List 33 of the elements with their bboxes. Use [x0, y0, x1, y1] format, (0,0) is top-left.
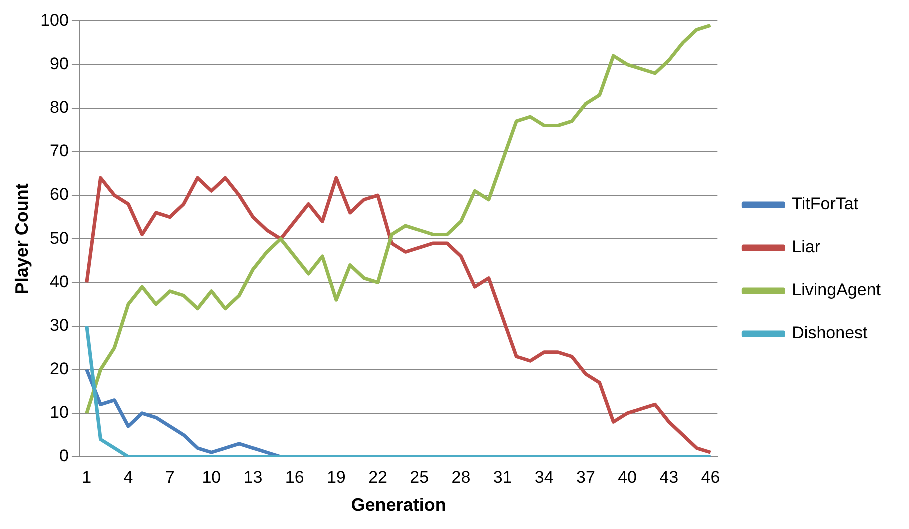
y-tick-label: 70	[50, 142, 69, 161]
y-tick-label: 80	[50, 98, 69, 118]
y-tick-label: 20	[50, 360, 69, 379]
x-tick-label: 46	[701, 468, 720, 487]
legend-label: Liar	[792, 238, 821, 257]
y-tick-label: 40	[50, 272, 69, 292]
legend-label: LivingAgent	[792, 280, 882, 300]
y-tick-label: 100	[40, 10, 69, 30]
y-tick-label: 0	[59, 446, 69, 466]
y-tick-label: 60	[50, 185, 69, 204]
x-tick-label: 13	[244, 468, 263, 487]
x-tick-label: 31	[493, 468, 512, 487]
y-tick-label: 10	[50, 403, 69, 422]
x-tick-label: 1	[82, 468, 92, 487]
x-tick-label: 43	[660, 468, 679, 487]
x-tick-label: 19	[326, 468, 346, 487]
x-tick-label: 25	[410, 468, 430, 487]
y-axis-title: Player Count	[12, 184, 32, 295]
legend-label: Dishonest	[792, 324, 868, 343]
x-tick-label: 4	[124, 468, 134, 487]
x-tick-label: 40	[618, 468, 638, 487]
x-tick-label: 28	[452, 468, 471, 487]
x-tick-label: 10	[202, 468, 222, 487]
y-tick-label: 90	[50, 54, 69, 74]
x-tick-label: 34	[534, 468, 554, 487]
x-tick-label: 37	[576, 468, 596, 487]
x-tick-label: 22	[368, 468, 388, 487]
x-axis-title: Generation	[351, 495, 446, 516]
x-tick-label: 16	[285, 468, 304, 487]
y-tick-label: 50	[50, 228, 69, 248]
legend-label: TitForTat	[792, 194, 859, 214]
x-tick-label: 7	[165, 468, 175, 487]
y-tick-label: 30	[50, 316, 69, 335]
